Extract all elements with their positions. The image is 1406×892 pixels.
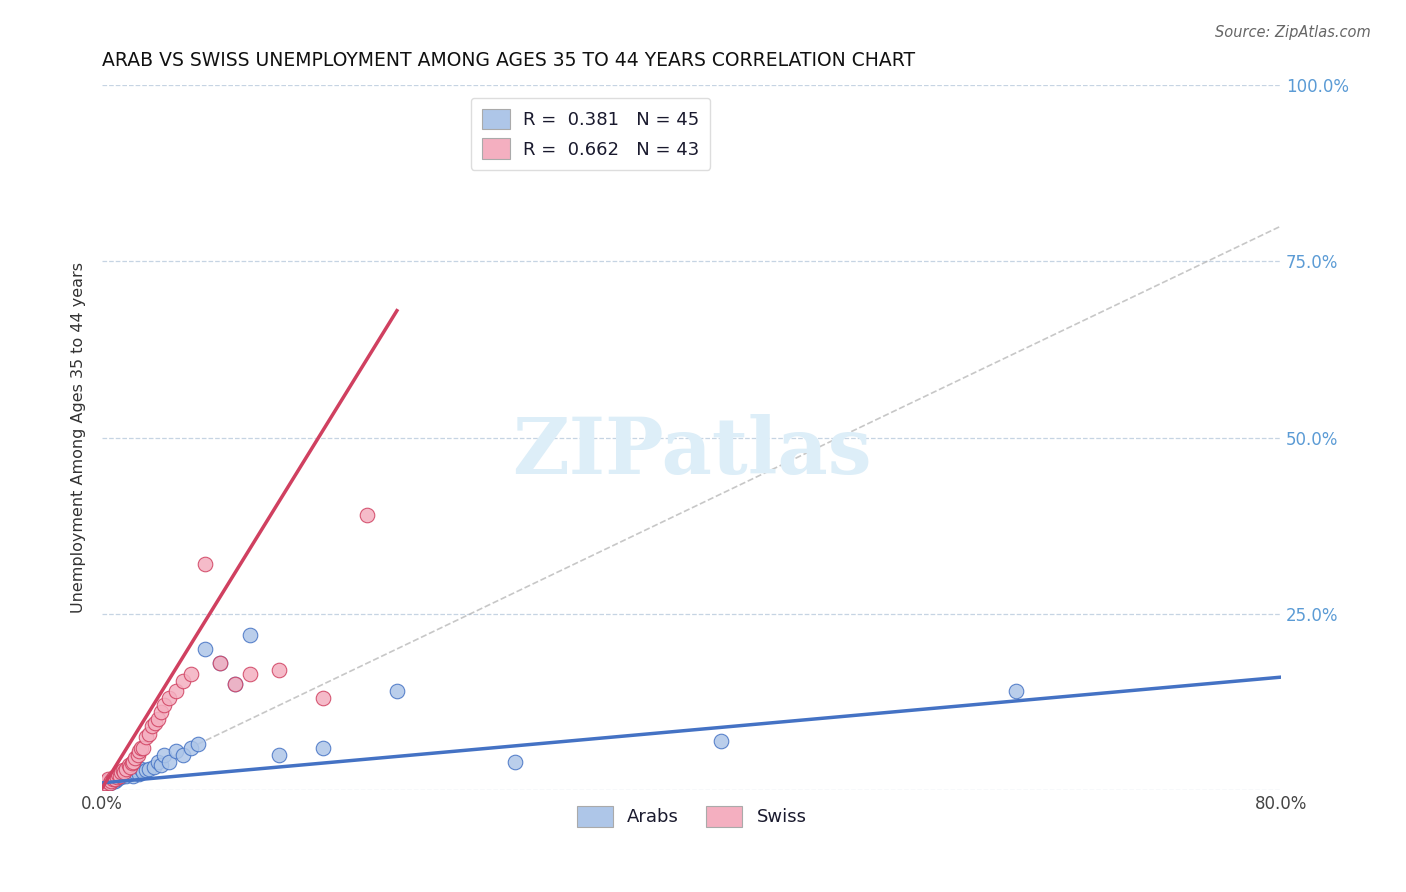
Point <box>101 772 124 787</box>
Point <box>129 762 152 776</box>
Point <box>141 719 163 733</box>
Point <box>209 656 232 670</box>
Point <box>124 751 146 765</box>
Point <box>180 666 202 681</box>
Point <box>104 774 127 789</box>
Point <box>105 770 128 784</box>
Point <box>107 770 129 784</box>
Point <box>108 769 131 783</box>
Point <box>96 776 118 790</box>
Point <box>194 558 217 572</box>
Point <box>710 733 733 747</box>
Point <box>118 758 141 772</box>
Point <box>128 767 150 781</box>
Point <box>385 684 408 698</box>
Point <box>114 762 136 776</box>
Point <box>157 755 180 769</box>
Point <box>96 774 118 789</box>
Point <box>194 642 217 657</box>
Point <box>91 777 114 791</box>
Point <box>153 698 176 713</box>
Point <box>124 765 146 780</box>
Text: ZIPatlas: ZIPatlas <box>512 414 872 490</box>
Point <box>98 776 121 790</box>
Point <box>111 767 134 781</box>
Point <box>148 755 170 769</box>
Point <box>122 755 145 769</box>
Point <box>209 656 232 670</box>
Point <box>153 747 176 762</box>
Text: Source: ZipAtlas.com: Source: ZipAtlas.com <box>1215 25 1371 40</box>
Point <box>180 740 202 755</box>
Point <box>143 715 166 730</box>
Text: ARAB VS SWISS UNEMPLOYMENT AMONG AGES 35 TO 44 YEARS CORRELATION CHART: ARAB VS SWISS UNEMPLOYMENT AMONG AGES 35… <box>103 51 915 70</box>
Point <box>356 508 378 522</box>
Point <box>503 755 526 769</box>
Point <box>312 740 335 755</box>
Point <box>172 747 194 762</box>
Point <box>105 772 128 787</box>
Y-axis label: Unemployment Among Ages 35 to 44 years: Unemployment Among Ages 35 to 44 years <box>72 262 86 613</box>
Point <box>150 706 173 720</box>
Point <box>129 740 152 755</box>
Point <box>120 760 142 774</box>
Point <box>238 628 260 642</box>
Point <box>127 763 149 777</box>
Point <box>172 673 194 688</box>
Legend: Arabs, Swiss: Arabs, Swiss <box>569 798 814 834</box>
Point <box>187 737 209 751</box>
Point <box>238 666 260 681</box>
Point <box>112 765 135 780</box>
Point <box>118 767 141 781</box>
Point <box>112 765 135 780</box>
Point <box>127 747 149 762</box>
Point <box>132 765 155 780</box>
Point <box>312 691 335 706</box>
Point <box>157 691 180 706</box>
Point <box>94 776 117 790</box>
Point <box>165 684 187 698</box>
Point <box>97 772 120 787</box>
Point <box>1004 684 1026 698</box>
Point <box>100 774 122 789</box>
Point <box>121 765 143 780</box>
Point <box>91 776 114 790</box>
Point <box>165 744 187 758</box>
Point <box>108 769 131 783</box>
Point <box>150 758 173 772</box>
Point <box>138 726 160 740</box>
Point <box>110 770 132 784</box>
Point <box>114 769 136 783</box>
Point <box>142 760 165 774</box>
Point <box>122 769 145 783</box>
Point <box>101 772 124 787</box>
Point <box>135 763 157 777</box>
Point <box>135 730 157 744</box>
Point <box>224 677 246 691</box>
Point <box>111 763 134 777</box>
Point <box>100 774 122 789</box>
Point <box>128 744 150 758</box>
Point <box>138 762 160 776</box>
Point <box>132 740 155 755</box>
Point <box>267 747 290 762</box>
Point <box>98 776 121 790</box>
Point <box>110 765 132 780</box>
Point <box>94 777 117 791</box>
Point <box>107 767 129 781</box>
Point <box>103 770 125 784</box>
Point <box>148 713 170 727</box>
Point <box>103 773 125 788</box>
Point <box>104 772 127 787</box>
Point <box>267 663 290 677</box>
Point <box>121 756 143 771</box>
Point <box>224 677 246 691</box>
Point <box>97 774 120 789</box>
